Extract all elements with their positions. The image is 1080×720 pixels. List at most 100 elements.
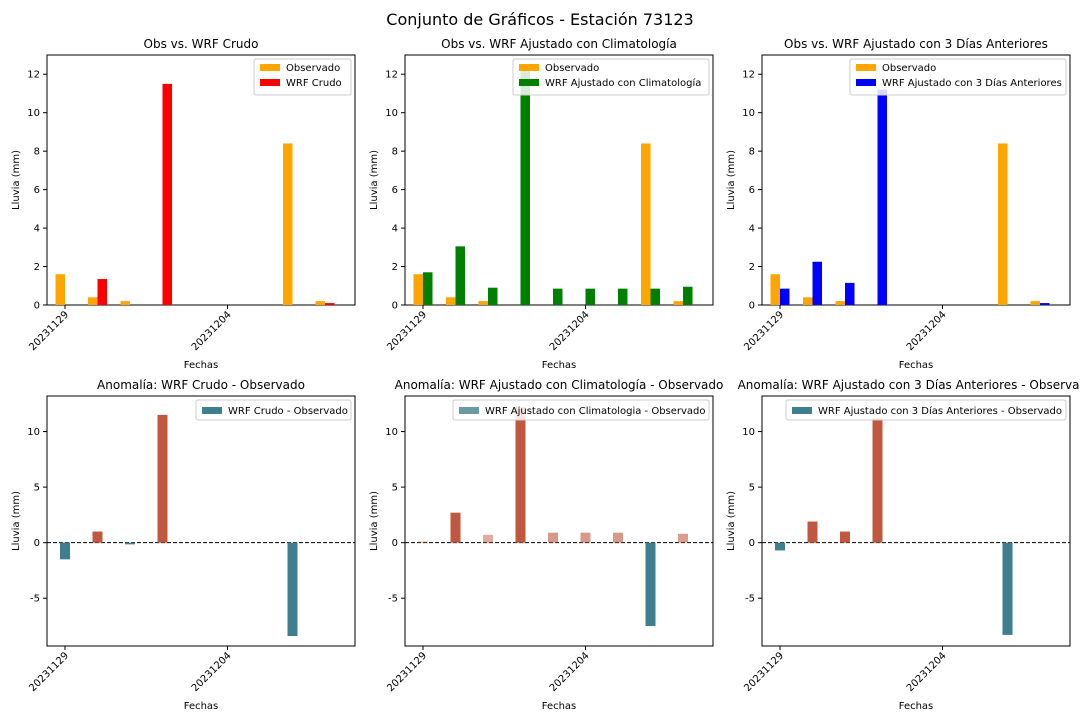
- bar: [55, 274, 65, 305]
- bar: [770, 274, 780, 305]
- y-tick-label: 8: [392, 147, 398, 158]
- bar: [835, 301, 845, 305]
- anomaly-bar: [872, 418, 883, 543]
- bar: [88, 297, 98, 305]
- legend-swatch: [856, 64, 876, 71]
- x-tick-label: 20231204: [905, 309, 949, 353]
- anomaly-bar: [60, 542, 70, 560]
- bar: [97, 279, 107, 305]
- bar: [520, 70, 530, 305]
- legend-swatch: [519, 79, 539, 86]
- y-tick-label: -5: [745, 594, 755, 605]
- y-axis-label: Lluvia (mm): [726, 150, 737, 210]
- legend-label: WRF Crudo: [286, 78, 342, 89]
- bar: [812, 261, 822, 305]
- y-tick-label: 5: [392, 483, 398, 494]
- x-axis-label: Fechas: [542, 360, 577, 371]
- y-tick-label: 0: [392, 538, 398, 549]
- legend-swatch: [459, 407, 479, 414]
- bar: [1030, 301, 1040, 305]
- bar: [618, 288, 628, 305]
- anomaly-bar: [678, 533, 688, 543]
- bar: [650, 288, 660, 305]
- anomaly-bar: [775, 542, 785, 551]
- bar: [845, 282, 855, 305]
- y-tick-label: 8: [749, 147, 755, 158]
- panel-obs-vs-wrf-3-dias: Obs vs. WRF Ajustado con 3 Días Anterior…: [726, 37, 1071, 371]
- x-tick-label: 20231129: [385, 309, 429, 353]
- anomaly-bar: [450, 512, 461, 543]
- plot-frame: [761, 54, 1071, 306]
- y-axis-label: Lluvia (mm): [11, 150, 22, 210]
- legend-swatch: [519, 64, 539, 71]
- panel-obs-vs-wrf-crudo: Obs vs. WRF Crudo 0 2 4 6 8 10 12 Lluvia (mm) Fec…: [11, 37, 356, 371]
- bar: [998, 143, 1008, 305]
- y-tick-label: 5: [34, 483, 40, 494]
- legend-box: [785, 399, 1067, 421]
- y-tick-label: 0: [749, 538, 755, 549]
- legend-box: [452, 399, 710, 421]
- anomaly-bar: [418, 541, 428, 543]
- panel-obs-vs-wrf-climatologia: Obs vs. WRF Ajustado con Climatología 0 2 4…: [369, 37, 714, 371]
- plot-frame: [46, 395, 356, 647]
- y-tick-label: 12: [742, 70, 755, 81]
- x-tick-label: 20231129: [27, 309, 71, 353]
- anomaly-bar: [548, 532, 558, 543]
- bar: [803, 297, 813, 305]
- bar: [325, 303, 335, 305]
- x-axis-label: Fechas: [184, 360, 219, 371]
- legend-box: [195, 399, 352, 421]
- x-tick-label: 20231129: [385, 650, 429, 694]
- y-tick-label: 10: [27, 108, 40, 119]
- bar: [488, 287, 498, 305]
- x-tick-label: 20231204: [548, 309, 592, 353]
- x-axis-label: Fechas: [542, 701, 577, 712]
- y-tick-label: 0: [34, 301, 40, 312]
- plot-frame: [46, 54, 356, 306]
- legend-swatch: [792, 407, 812, 414]
- bar: [413, 274, 423, 305]
- bar: [780, 288, 790, 305]
- x-tick-label: 20231204: [190, 650, 234, 694]
- x-tick-label: 20231129: [742, 650, 786, 694]
- y-axis-label: Lluvia (mm): [369, 150, 380, 210]
- x-tick-label: 20231129: [27, 650, 71, 694]
- panel-anomalia-wrf-3-dias: Anomalía: WRF Ajustado con 3 Días Anteri…: [726, 378, 1080, 712]
- anomaly-bar: [125, 542, 135, 545]
- panel-anomalia-wrf-climatologia: Anomalía: WRF Ajustado con Climatología …: [369, 378, 723, 712]
- chart-title: Anomalía: WRF Ajustado con 3 Días Anteri…: [738, 378, 1080, 392]
- anomaly-bar: [287, 542, 298, 636]
- chart-title: Anomalía: WRF Ajustado con Climatología …: [395, 378, 724, 392]
- chart-title: Obs vs. WRF Crudo: [144, 37, 259, 51]
- bar: [283, 143, 293, 305]
- anomaly-bar: [1002, 542, 1013, 635]
- bar: [1040, 303, 1050, 305]
- bar: [641, 143, 651, 305]
- y-tick-label: -5: [388, 594, 398, 605]
- y-tick-label: 4: [749, 224, 755, 235]
- anomaly-bar: [840, 531, 850, 543]
- anomaly-bar: [645, 542, 656, 626]
- x-tick-label: 20231129: [742, 309, 786, 353]
- legend-swatch: [260, 79, 280, 86]
- bar: [877, 89, 887, 305]
- panel-anomalia-wrf-crudo: Anomalía: WRF Crudo - Observado -5 0 5 10 Llu…: [11, 378, 356, 712]
- y-axis-label: Lluvia (mm): [369, 491, 380, 551]
- bar: [423, 272, 433, 305]
- y-tick-label: 6: [34, 185, 40, 196]
- bar: [585, 288, 595, 305]
- bar: [553, 288, 563, 305]
- plot-frame: [404, 395, 714, 647]
- legend-label: Observado: [286, 63, 340, 74]
- x-axis-label: Fechas: [899, 701, 934, 712]
- legend-label: WRF Ajustado con Climatología: [545, 77, 701, 89]
- anomaly-bar: [580, 532, 591, 543]
- y-tick-label: -5: [30, 594, 40, 605]
- bar: [683, 286, 693, 305]
- y-tick-label: 10: [385, 427, 398, 438]
- x-tick-label: 20231204: [548, 650, 592, 694]
- y-tick-label: 10: [385, 108, 398, 119]
- y-tick-label: 4: [392, 224, 398, 235]
- y-tick-label: 2: [34, 262, 40, 273]
- bar: [455, 246, 465, 305]
